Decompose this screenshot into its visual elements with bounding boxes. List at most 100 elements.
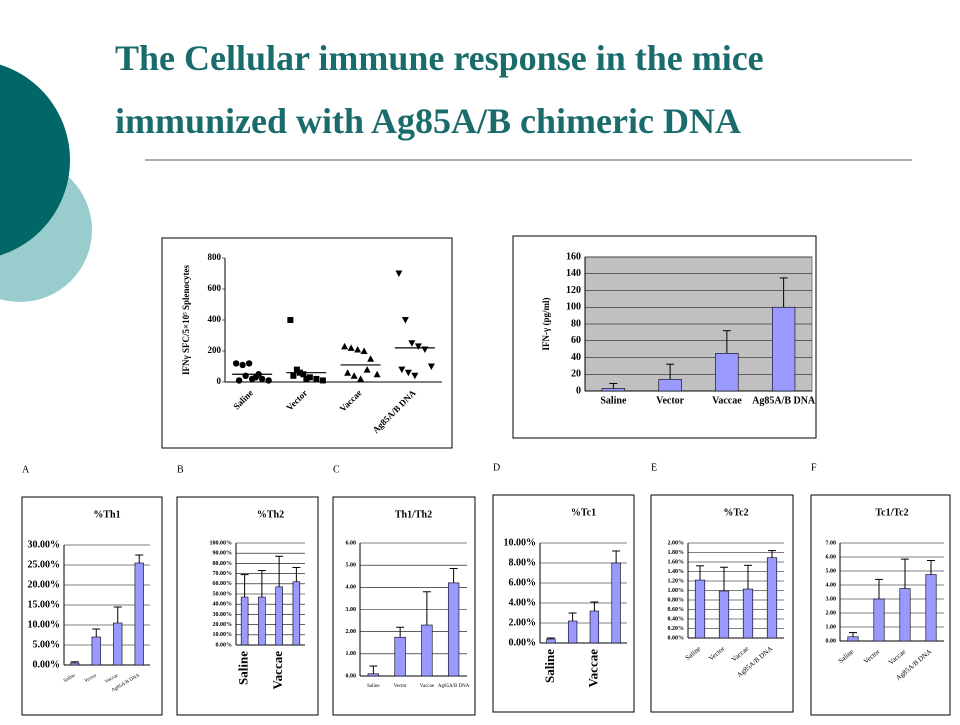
y-tick-label: 100 — [566, 302, 581, 313]
bar — [113, 622, 123, 666]
chart-frame — [161, 237, 453, 449]
y-tick-label: 8.00% — [509, 557, 537, 568]
x-tick-label: Vaccae — [270, 651, 285, 690]
bar — [771, 306, 796, 392]
point — [395, 270, 403, 277]
bar — [240, 596, 249, 646]
point — [373, 370, 381, 378]
point — [290, 372, 297, 379]
bar — [567, 620, 578, 644]
panel-label: E — [651, 462, 657, 473]
point — [258, 375, 266, 383]
title-line: immunized with Ag85A/B chimeric DNA — [115, 101, 741, 141]
point — [293, 366, 300, 373]
y-tick-label: 0 — [576, 385, 581, 396]
y-tick-label: 2.00 — [346, 629, 357, 635]
y-tick-label: 0.00% — [33, 659, 61, 670]
y-tick-label: 0.20% — [668, 626, 685, 632]
chart: IFNγ SFC/5×10⁵ Splenocytes0200400600800S… — [161, 237, 453, 449]
y-tick-label: 15.00% — [28, 599, 61, 610]
y-tick-label: 1.60% — [668, 559, 685, 565]
y-tick-label: 0.80% — [668, 597, 685, 603]
y-tick-label: 25.00% — [28, 559, 61, 570]
bar — [925, 574, 937, 642]
x-tick-label: Saline — [63, 673, 77, 684]
panel-label: A — [22, 464, 30, 475]
y-tick-label: 0.60% — [668, 607, 685, 613]
chart: %Th2 0.00% 10.00% 20.00% 30.00% 40.00% 50.00% 6… — [176, 496, 319, 716]
x-tick-label: Ag85A/B DNA — [752, 395, 816, 406]
bar — [292, 581, 301, 646]
chart-title: Th1/Th2 — [395, 509, 432, 520]
y-tick-label: 4.00 — [826, 582, 837, 588]
point — [248, 375, 256, 383]
y-tick-label: 2.00% — [668, 540, 685, 546]
bar — [694, 579, 706, 639]
point — [363, 366, 371, 373]
y-tick-label: 400 — [208, 314, 222, 324]
x-tick-label: Vaccae — [105, 673, 120, 685]
bar — [134, 562, 144, 666]
point — [232, 360, 240, 367]
y-tick-label: 20.00% — [28, 579, 61, 590]
point — [354, 345, 362, 353]
y-tick-label: 50.00% — [213, 591, 233, 597]
y-tick-label: 60.00% — [213, 581, 233, 587]
x-tick-label: Vaccae — [420, 684, 435, 689]
y-tick-label: 0 — [217, 376, 222, 386]
y-tick-label: 1.40% — [668, 569, 685, 575]
bar — [91, 636, 101, 666]
bar — [899, 588, 911, 642]
point — [357, 375, 365, 382]
point — [398, 366, 406, 374]
panel-label: B — [177, 464, 184, 475]
y-tick-label: 7.00 — [826, 540, 837, 546]
point — [411, 372, 419, 380]
point — [401, 317, 409, 324]
y-axis-label: IFN-γ (pg/ml) — [541, 298, 551, 351]
y-tick-label: 0.00% — [668, 635, 685, 641]
x-tick-label: Saline — [600, 395, 627, 406]
point — [306, 374, 313, 381]
chart-title: %Tc2 — [723, 507, 748, 518]
y-tick-label: 5.00% — [33, 639, 61, 650]
y-tick-label: 10.00% — [504, 537, 537, 548]
y-tick-label: 160 — [566, 251, 581, 262]
chart: %Th1 0.00% 5.00% 10.00% 15.00% 20.00% 25.00% 30… — [21, 496, 163, 716]
y-tick-label: 80 — [571, 318, 581, 329]
point — [319, 377, 326, 384]
y-tick-label: 120 — [566, 285, 581, 296]
point — [235, 377, 243, 384]
y-tick-label: 100.00% — [210, 540, 233, 546]
point — [287, 317, 294, 323]
y-tick-label: 20 — [571, 369, 581, 380]
y-tick-label: 800 — [208, 252, 222, 262]
point — [313, 375, 320, 382]
chart-title: %Th2 — [257, 509, 284, 520]
point — [341, 342, 349, 350]
bar — [70, 662, 80, 666]
y-tick-label: 0.40% — [668, 616, 685, 622]
bar — [715, 353, 739, 392]
bar — [394, 636, 406, 677]
x-tick-label: Ag85A/B DNA — [438, 684, 470, 689]
y-tick-label: 3.00 — [346, 607, 357, 613]
bar — [601, 388, 626, 392]
chart-title: %Th1 — [93, 509, 120, 520]
point — [427, 363, 435, 370]
y-tick-label: 6.00 — [826, 554, 837, 560]
x-tick-label: Saline — [236, 651, 251, 685]
y-tick-label: 0.00% — [509, 637, 537, 648]
x-tick-label: Saline — [367, 684, 380, 689]
y-tick-label: 30.00% — [28, 539, 61, 550]
slide-title: The Cellular immune response in the mice… — [115, 38, 764, 141]
bar — [873, 598, 885, 642]
point — [414, 343, 422, 350]
y-tick-label: 600 — [208, 283, 222, 293]
y-tick-label: 5.00 — [346, 563, 357, 569]
y-tick-label: 0.00 — [346, 673, 357, 679]
point — [344, 369, 352, 376]
bar — [611, 562, 621, 644]
y-tick-label: 4.00% — [509, 597, 537, 608]
